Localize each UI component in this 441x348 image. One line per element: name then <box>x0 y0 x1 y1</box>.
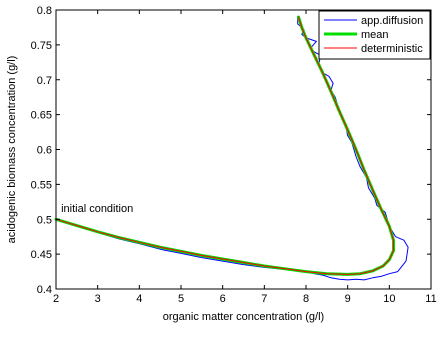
x-tick-label: 3 <box>95 293 101 305</box>
x-tick-label: 4 <box>136 293 142 305</box>
legend-label: app.diffusion <box>361 15 423 27</box>
x-tick-label: 10 <box>383 293 395 305</box>
x-tick-label: 6 <box>220 293 226 305</box>
x-tick-label: 2 <box>53 293 59 305</box>
y-tick-label: 0.65 <box>31 110 52 122</box>
legend-label: deterministic <box>361 43 423 55</box>
x-tick-label: 11 <box>425 293 436 305</box>
series-layer <box>54 15 409 281</box>
x-tick-label: 5 <box>178 293 184 305</box>
y-tick-label: 0.6 <box>37 145 52 157</box>
annotation-initial-condition: initial condition <box>61 203 133 215</box>
y-tick-label: 0.45 <box>31 249 52 261</box>
legend-label: mean <box>361 29 389 41</box>
x-axis-label: organic matter concentration (g/l) <box>163 311 324 323</box>
y-tick-label: 0.5 <box>37 214 52 226</box>
y-tick-label: 0.4 <box>37 284 52 296</box>
series-line-deterministic <box>55 16 394 275</box>
y-tick-label: 0.75 <box>31 40 52 52</box>
x-tick-label: 8 <box>303 293 309 305</box>
y-tick-label: 0.8 <box>37 5 52 17</box>
y-tick-label: 0.55 <box>31 179 52 191</box>
x-tick-label: 7 <box>261 293 267 305</box>
y-tick-label: 0.7 <box>37 75 52 87</box>
legend: app.diffusion mean deterministic <box>318 10 431 60</box>
y-axis-label: acidogenic biomass concentration (g/l) <box>6 56 18 244</box>
ticks-layer: 2 3 4 5 6 7 8 9 10 11 0.4 0.45 0.5 0.55 0.6 0.65 0.7 0.75… <box>31 5 437 305</box>
x-tick-label: 9 <box>345 293 351 305</box>
